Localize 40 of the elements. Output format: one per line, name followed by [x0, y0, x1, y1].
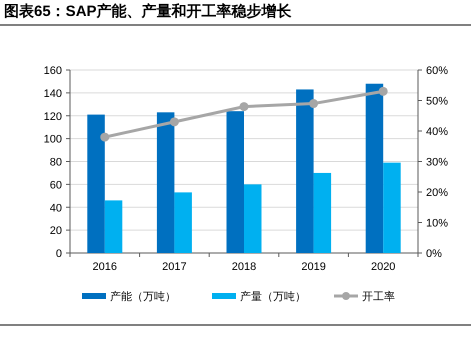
y2-tick-label: 10% — [426, 218, 448, 230]
legend-label: 产能（万吨） — [110, 290, 176, 303]
bar — [87, 114, 105, 253]
y-tick-label: 80 — [50, 156, 62, 168]
y-tick-label: 120 — [44, 110, 62, 123]
point — [240, 102, 248, 112]
bar — [366, 84, 384, 253]
bar — [314, 172, 332, 253]
y-tick-label: 40 — [50, 202, 62, 214]
x-tick-label: 2019 — [301, 261, 326, 273]
y-tick-label: 160 — [44, 65, 62, 77]
title: 图表65：SAP产能、产量和开工率稳步增长 — [4, 3, 292, 20]
bar — [104, 200, 122, 253]
y2-tick-label: 40% — [426, 126, 448, 138]
bar — [174, 192, 192, 253]
x-tick-label: 2018 — [232, 261, 256, 273]
y-tick-label: 100 — [44, 134, 62, 146]
y2-tick-label: 50% — [426, 96, 448, 108]
bar — [244, 184, 262, 253]
bar — [383, 162, 401, 253]
point — [100, 132, 110, 142]
x-tick-label: 2020 — [370, 261, 396, 273]
y2-tick-label: 0% — [426, 248, 442, 260]
point — [170, 117, 179, 126]
y2-tick-label: 60% — [426, 65, 448, 77]
y-tick-label: 20 — [50, 225, 62, 238]
y-tick-label: 140 — [44, 88, 62, 100]
y-tick-label: 0 — [56, 248, 62, 260]
x-tick-label: 2017 — [162, 261, 187, 273]
y2-tick-label: 20% — [426, 187, 448, 199]
legend-label: 开工率 — [362, 290, 395, 303]
bar — [296, 89, 314, 253]
legend-label: 产量（万吨） — [240, 290, 306, 303]
point — [309, 99, 318, 108]
y2-tick-label: 30% — [426, 156, 448, 168]
bar — [156, 112, 174, 253]
x-tick-label: 2016 — [92, 261, 118, 273]
bar — [226, 111, 244, 253]
y-tick-label: 60 — [50, 179, 62, 192]
point — [378, 86, 388, 96]
